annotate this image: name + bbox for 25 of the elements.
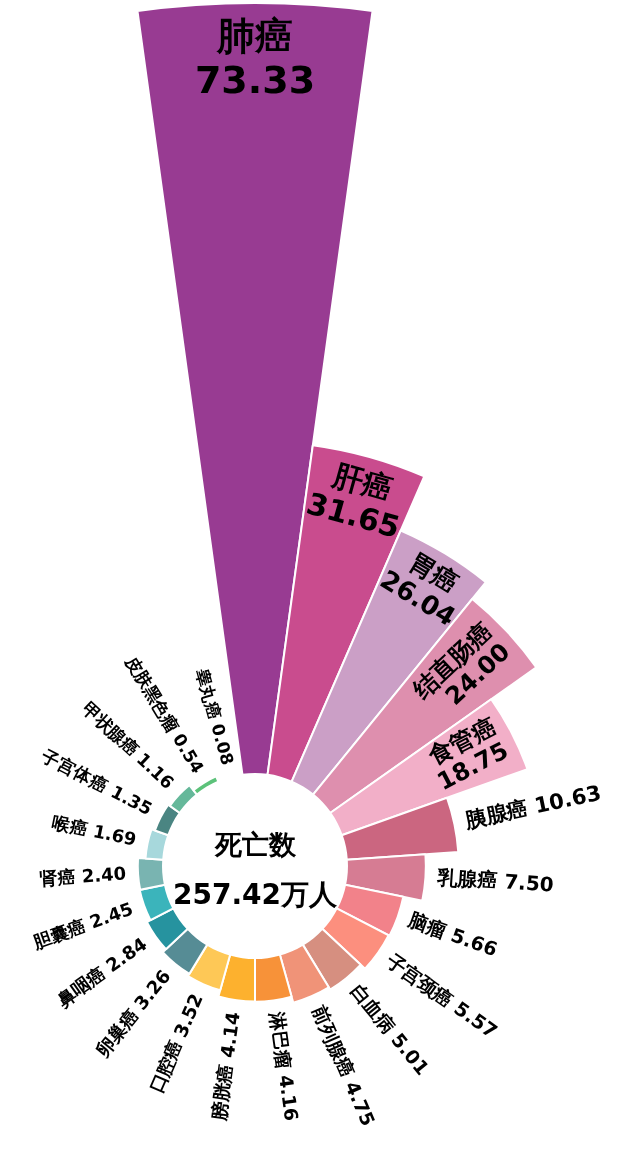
category-label: 膀胱癌	[207, 1062, 237, 1123]
text: 257.42万人	[172, 877, 338, 911]
data-label: 1.69	[91, 821, 139, 850]
category-label: 子宫体癌	[37, 745, 112, 797]
text: 死亡数	[214, 829, 296, 861]
category-label: 胆囊癌	[29, 914, 88, 953]
category-label: 口腔癌	[145, 1038, 187, 1096]
category-label: 脑瘤	[404, 908, 450, 943]
category-label: 肺癌	[216, 13, 293, 58]
data-label: 4.75	[341, 1077, 380, 1130]
data-label: 7.50	[503, 869, 555, 897]
data-label: 2.45	[86, 897, 136, 933]
category-label: 喉癌	[50, 812, 90, 840]
data-label: 0.08	[207, 721, 238, 768]
category-label: 乳腺癌	[435, 864, 499, 893]
data-label: 2.40	[81, 862, 127, 887]
data-label: 73.33	[194, 57, 316, 102]
data-label: 4.14	[216, 1010, 244, 1059]
category-label: 睾丸癌	[191, 665, 225, 722]
data-label: 4.16	[275, 1073, 303, 1123]
category-label: 胰腺癌	[462, 795, 531, 833]
category-label: 淋巴瘤	[266, 1009, 295, 1071]
category-label: 肾癌	[38, 865, 77, 890]
data-label: 5.66	[447, 923, 501, 962]
data-label: 10.63	[532, 779, 604, 819]
